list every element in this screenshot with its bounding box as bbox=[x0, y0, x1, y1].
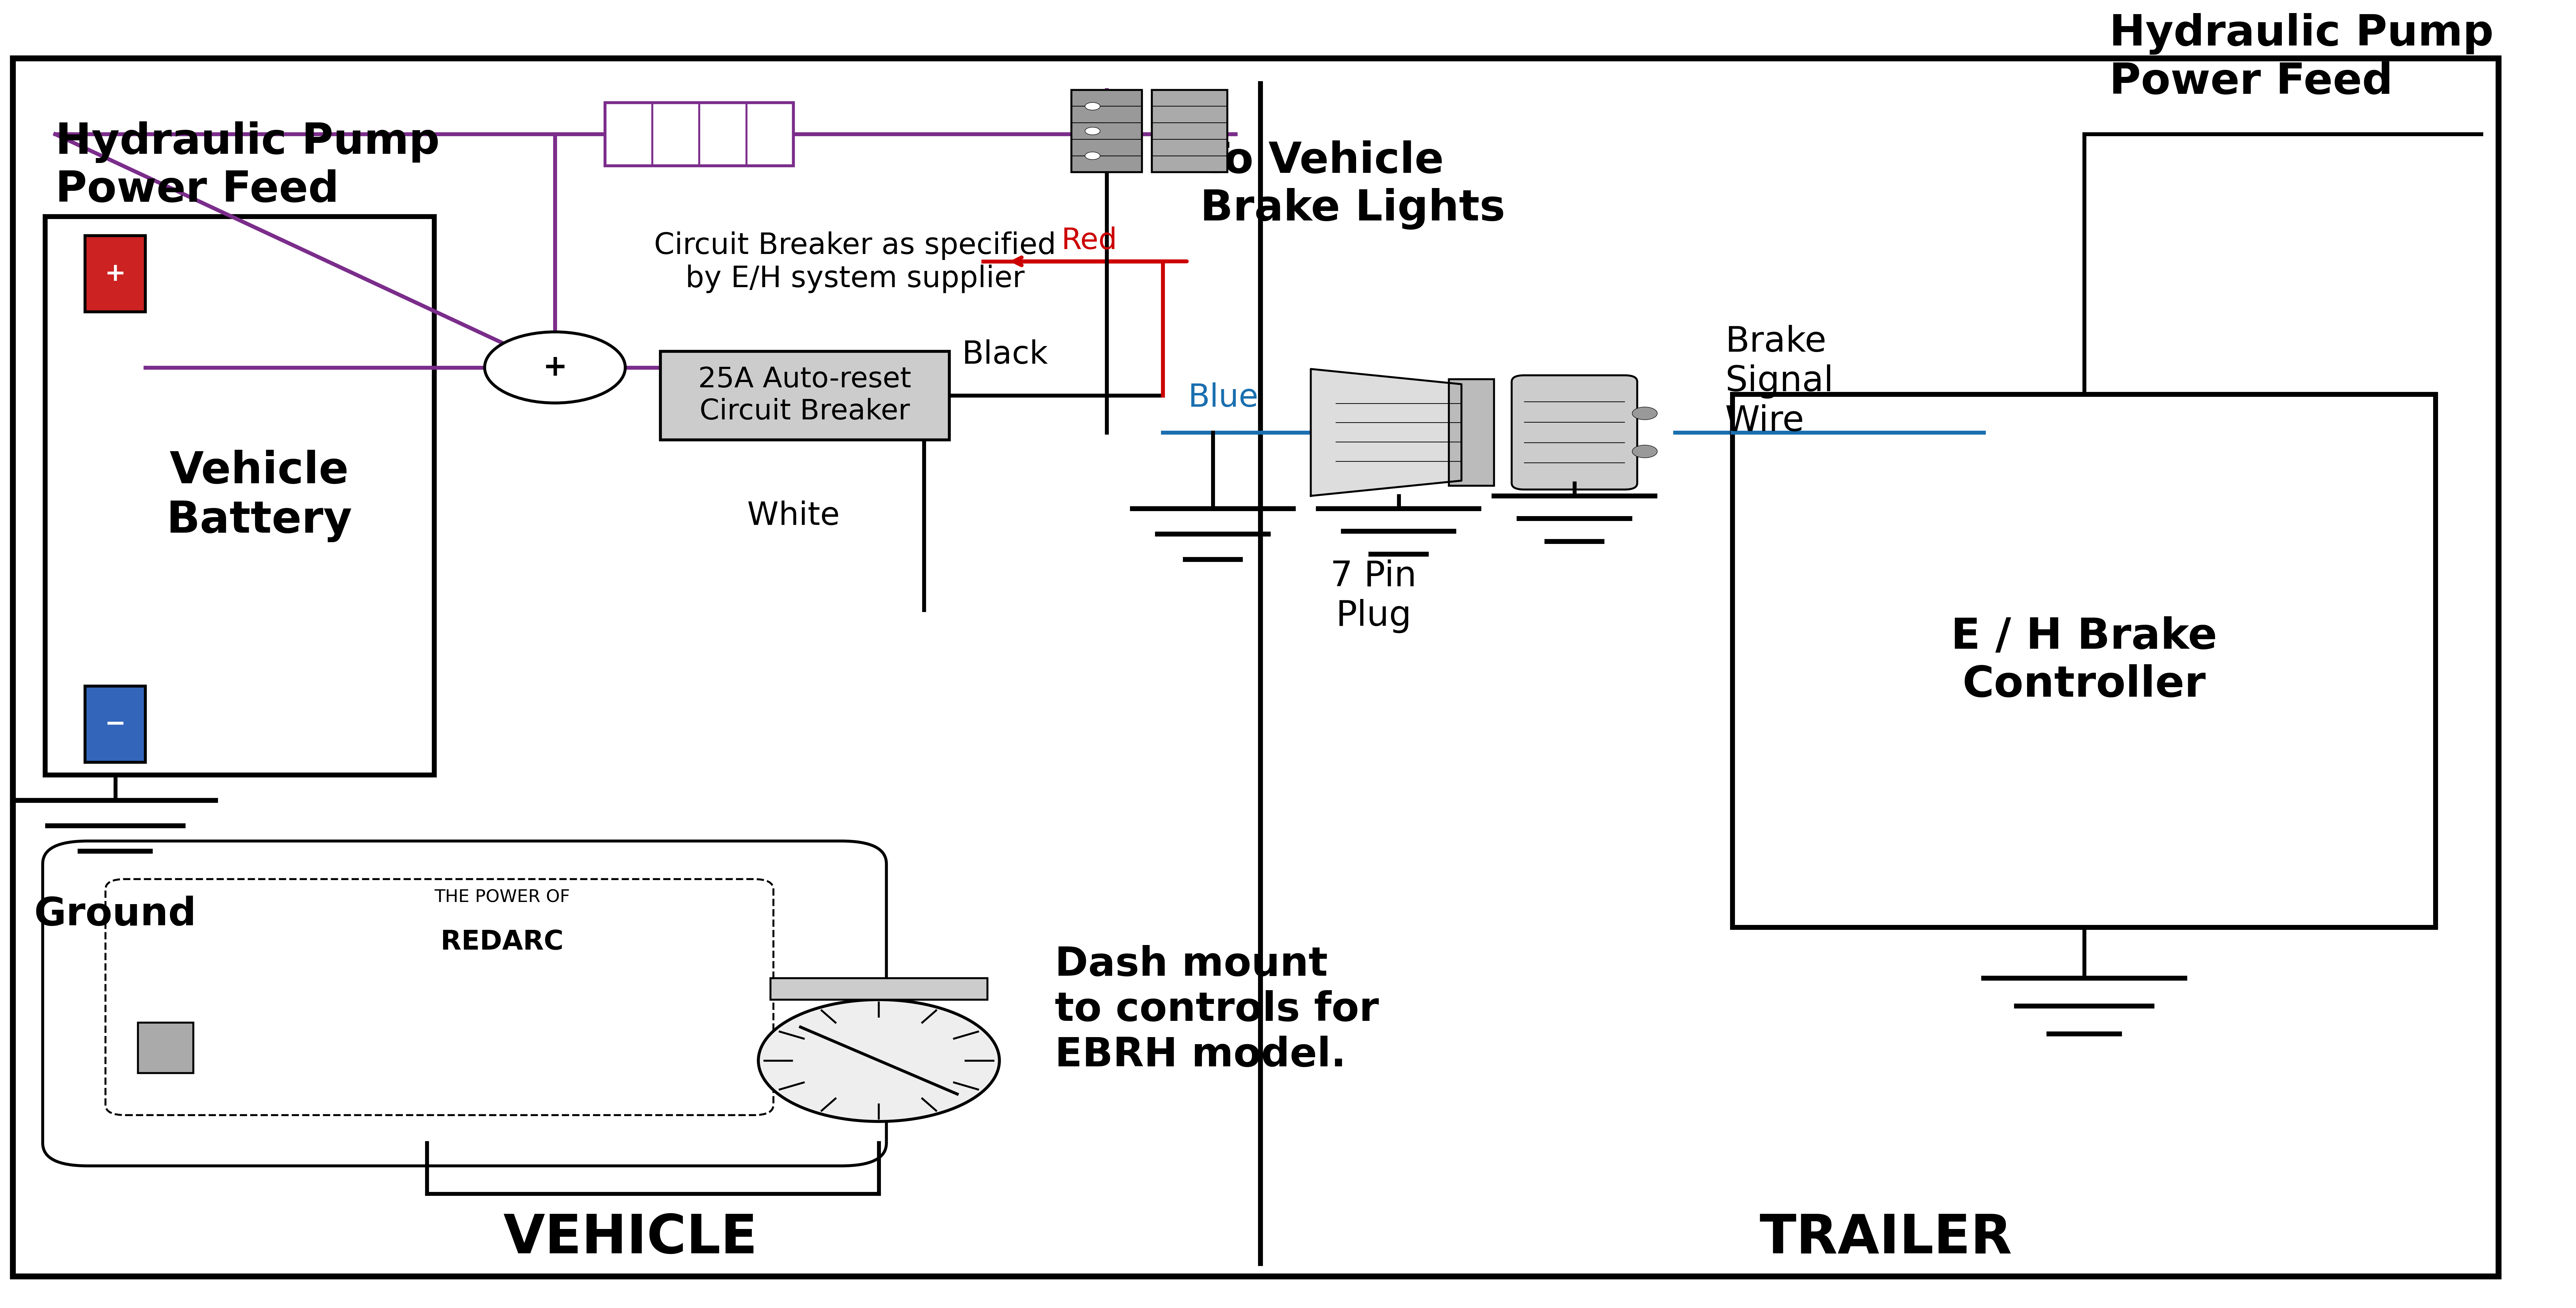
Bar bbox=[139, 1023, 193, 1074]
Bar bbox=[1734, 394, 2437, 927]
Text: Red: Red bbox=[1061, 226, 1118, 255]
Text: −: − bbox=[106, 712, 126, 736]
Text: White: White bbox=[747, 501, 840, 531]
Bar bbox=[46, 217, 435, 776]
Bar bbox=[605, 102, 793, 166]
Text: +: + bbox=[106, 262, 126, 286]
Text: VEHICLE: VEHICLE bbox=[502, 1213, 757, 1265]
FancyBboxPatch shape bbox=[44, 841, 886, 1165]
Polygon shape bbox=[1311, 369, 1461, 496]
Text: To Vehicle
Brake Lights: To Vehicle Brake Lights bbox=[1200, 140, 1504, 230]
Text: Circuit Breaker as specified
by E/H system supplier: Circuit Breaker as specified by E/H syst… bbox=[654, 232, 1056, 293]
FancyBboxPatch shape bbox=[106, 879, 773, 1116]
Text: +: + bbox=[544, 353, 567, 382]
Circle shape bbox=[1633, 445, 1656, 458]
Bar bbox=[85, 687, 144, 763]
Text: Hydraulic Pump
Power Feed: Hydraulic Pump Power Feed bbox=[2110, 13, 2494, 102]
Text: 7 Pin
Plug: 7 Pin Plug bbox=[1329, 560, 1417, 633]
Circle shape bbox=[1633, 407, 1656, 420]
Text: Brake
Signal
Wire: Brake Signal Wire bbox=[1726, 324, 1834, 438]
Circle shape bbox=[1084, 152, 1100, 160]
Text: Black: Black bbox=[961, 339, 1048, 370]
Bar bbox=[659, 351, 948, 439]
Circle shape bbox=[757, 999, 999, 1121]
Bar bbox=[770, 978, 987, 999]
Bar bbox=[85, 235, 144, 311]
Text: E / H Brake
Controller: E / H Brake Controller bbox=[1950, 616, 2218, 705]
Circle shape bbox=[1084, 127, 1100, 135]
Circle shape bbox=[1084, 102, 1100, 110]
Text: THE POWER OF: THE POWER OF bbox=[435, 889, 569, 906]
Text: 25A Auto-reset
Circuit Breaker: 25A Auto-reset Circuit Breaker bbox=[698, 366, 912, 425]
FancyBboxPatch shape bbox=[1512, 375, 1638, 489]
Text: Dash mount
to controls for
EBRH model.: Dash mount to controls for EBRH model. bbox=[1054, 944, 1378, 1075]
Text: TRAILER: TRAILER bbox=[1759, 1213, 2012, 1265]
Text: Blue: Blue bbox=[1188, 382, 1257, 413]
Text: REDARC: REDARC bbox=[440, 929, 564, 955]
Text: Vehicle
Battery: Vehicle Battery bbox=[167, 450, 353, 542]
Text: Ground: Ground bbox=[33, 896, 196, 934]
Circle shape bbox=[484, 332, 626, 403]
Bar bbox=[1072, 90, 1141, 173]
Bar bbox=[1448, 379, 1494, 485]
Bar bbox=[1151, 90, 1226, 173]
Text: Hydraulic Pump
Power Feed: Hydraulic Pump Power Feed bbox=[54, 122, 440, 211]
